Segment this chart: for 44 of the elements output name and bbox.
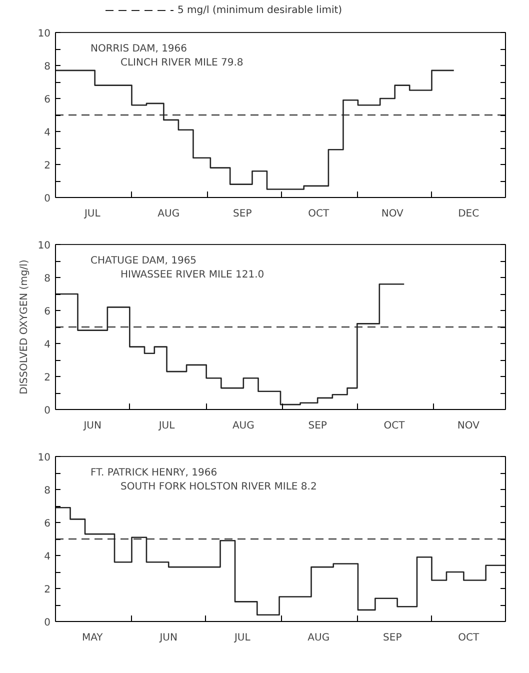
x-tick-label: JUN [82, 420, 102, 432]
x-tick-label: JUL [233, 632, 251, 644]
x-tick-label: SEP [308, 420, 327, 432]
y-tick-label: 4 [44, 552, 51, 562]
x-tick-label: JUL [158, 420, 176, 432]
x-tick-label: OCT [384, 420, 406, 432]
x-tick-label: DEC [458, 208, 480, 220]
text: CHATUGE DAM, 1965 [90, 256, 197, 266]
text: FT. PATRICK HENRY, 1966 [90, 468, 218, 478]
x-tick-label: AUG [158, 208, 180, 220]
x-tick-label: NOV [381, 208, 404, 220]
y-tick-label: 10 [38, 452, 51, 464]
x-tick-label: AUG [232, 420, 254, 432]
y-tick-label: 2 [44, 160, 51, 172]
x-tick-label: AUG [308, 632, 330, 644]
text: CLINCH RIVER MILE 79.8 [120, 58, 244, 68]
y-tick-label: 6 [44, 306, 51, 318]
y-tick-label: 8 [44, 274, 51, 284]
y-tick-label: 4 [44, 340, 51, 350]
x-tick-label: MAY [82, 632, 104, 644]
y-axis-title: DISSOLVED OXYGEN (mg/l) [18, 260, 30, 394]
y-tick-label: 4 [44, 128, 51, 138]
y-tick-label: 6 [44, 518, 51, 530]
x-tick-label: JUL [83, 208, 101, 220]
x-tick-label: JUN [158, 632, 178, 644]
ref-line-label: 5 mg/l (minimum desirable limit) [178, 5, 342, 16]
y-tick-label: 2 [44, 372, 51, 384]
y-tick-label: 8 [44, 486, 51, 496]
x-tick-label: OCT [458, 632, 480, 644]
x-tick-label: SEP [233, 208, 252, 220]
x-tick-label: OCT [308, 208, 330, 220]
y-tick-label: 8 [44, 62, 51, 72]
x-tick-label: SEP [383, 632, 402, 644]
y-tick-label: 6 [44, 94, 51, 106]
y-tick-label: 10 [38, 240, 51, 252]
y-tick-label: 10 [38, 28, 51, 40]
x-tick-label: NOV [457, 420, 480, 432]
y-tick-label: 0 [44, 194, 51, 204]
y-tick-label: 0 [44, 618, 51, 628]
text: NORRIS DAM, 1966 [90, 44, 188, 54]
y-tick-label: 2 [44, 584, 51, 596]
y-tick-label: 0 [44, 406, 51, 416]
text: HIWASSEE RIVER MILE 121.0 [120, 270, 264, 280]
text: SOUTH FORK HOLSTON RIVER MILE 8.2 [120, 482, 317, 492]
